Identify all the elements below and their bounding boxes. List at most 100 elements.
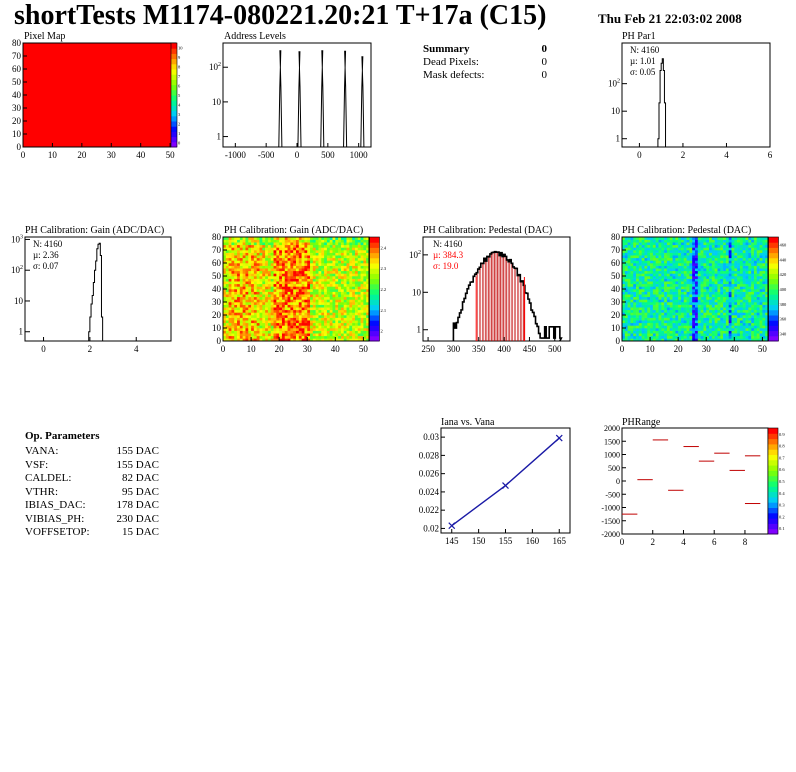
- heatmap-cell: [228, 317, 232, 321]
- heatmap-cell: [692, 278, 696, 282]
- heatmap-cell: [343, 299, 347, 303]
- palette-cell: [768, 283, 779, 290]
- heatmap-cell: [672, 338, 676, 342]
- heatmap-cell: [329, 333, 333, 337]
- heatmap-cell: [725, 276, 729, 279]
- heatmap-cell: [641, 294, 645, 298]
- heatmap-cell: [312, 244, 316, 248]
- heatmap-cell: [672, 252, 676, 256]
- heatmap-cell: [256, 289, 260, 292]
- heatmap-cell: [298, 265, 302, 269]
- heatmap-cell: [680, 294, 685, 298]
- heatmap-cell: [242, 299, 246, 303]
- heatmap-cell: [714, 263, 718, 266]
- heatmap-cell: [301, 255, 305, 259]
- heatmap-cell: [287, 265, 291, 269]
- heatmap-cell: [680, 304, 685, 308]
- heatmap-cell: [276, 273, 280, 277]
- heatmap-cell: [731, 325, 735, 329]
- heatmap-cell: [265, 307, 269, 311]
- heatmap-cell: [742, 257, 746, 261]
- heatmap-cell: [737, 296, 741, 300]
- heatmap-cell: [287, 317, 291, 321]
- heatmap-cell: [734, 309, 738, 313]
- heatmap-cell: [641, 247, 645, 251]
- heatmap-cell: [695, 302, 699, 305]
- heatmap-cell: [672, 315, 676, 318]
- heatmap-cell: [281, 257, 286, 261]
- heatmap-cell: [661, 304, 665, 308]
- heatmap-cell: [697, 281, 701, 285]
- heatmap-cell: [242, 270, 246, 274]
- heatmap-cell: [301, 299, 305, 303]
- heatmap-cell: [711, 333, 715, 337]
- heatmap-cell: [686, 330, 690, 334]
- heatmap-cell: [223, 304, 227, 308]
- heatmap-cell: [298, 307, 302, 311]
- heatmap-cell: [321, 338, 325, 342]
- heatmap-cell: [658, 276, 662, 279]
- heatmap-cell: [223, 338, 227, 342]
- heatmap-cell: [731, 273, 735, 277]
- heatmap-cell: [725, 250, 729, 253]
- heatmap-cell: [630, 302, 634, 305]
- heatmap-cell: [765, 302, 769, 305]
- heatmap-cell: [267, 302, 272, 305]
- heatmap-cell: [739, 302, 744, 305]
- heatmap-cell: [343, 333, 347, 337]
- heatmap-cell: [709, 307, 713, 311]
- heatmap-cell: [739, 268, 744, 272]
- heatmap-cell: [706, 296, 710, 300]
- heatmap-cell: [695, 325, 699, 329]
- palette-cell: [171, 136, 177, 143]
- heatmap-cell: [714, 289, 718, 292]
- heatmap-cell: [349, 302, 353, 305]
- heatmap-cell: [287, 307, 291, 311]
- heatmap-cell: [326, 294, 330, 298]
- heatmap-cell: [310, 322, 314, 326]
- heatmap-cell: [695, 237, 699, 240]
- heatmap-cell: [759, 291, 763, 295]
- heatmap-cell: [697, 273, 701, 277]
- heatmap-cell: [310, 299, 314, 303]
- heatmap-cell: [652, 299, 656, 303]
- heatmap-cell: [228, 283, 232, 287]
- heatmap-cell: [756, 317, 760, 321]
- heatmap-cell: [739, 299, 744, 303]
- heatmap-cell: [329, 268, 333, 272]
- heatmap-cell: [284, 281, 288, 285]
- palette-cell: [171, 69, 177, 75]
- heatmap-cell: [706, 322, 710, 326]
- heatmap-cell: [360, 273, 364, 277]
- heatmap-cell: [697, 333, 701, 337]
- heatmap-cell: [223, 317, 227, 321]
- heatmap-cell: [242, 325, 246, 329]
- heatmap-cell: [293, 278, 297, 282]
- heatmap-cell: [644, 286, 648, 290]
- heatmap-cell: [253, 278, 257, 282]
- heatmap-cell: [223, 244, 227, 248]
- heatmap-cell: [301, 265, 305, 269]
- heatmap-cell: [223, 312, 227, 316]
- heatmap-cell: [262, 250, 266, 253]
- heatmap-cell: [711, 283, 715, 287]
- palette-label: 0.7: [779, 455, 785, 460]
- heatmap-cell: [664, 270, 668, 274]
- heatmap-cell: [711, 315, 715, 318]
- heatmap-cell: [765, 335, 769, 339]
- heatmap-cell: [354, 255, 359, 259]
- heatmap-cell: [697, 265, 701, 269]
- heatmap-cell: [697, 283, 701, 287]
- heatmap-cell: [647, 265, 651, 269]
- heatmap-cell: [652, 257, 656, 261]
- heatmap-cell: [636, 270, 640, 274]
- heatmap-cell: [276, 335, 280, 339]
- heatmap-cell: [714, 325, 718, 329]
- heatmap-cell: [237, 260, 241, 264]
- heatmap-cell: [293, 260, 297, 264]
- heatmap-cell: [680, 309, 685, 313]
- heatmap-cell: [731, 281, 735, 285]
- heatmap-cell: [360, 263, 364, 266]
- heatmap-cell: [267, 338, 272, 342]
- heatmap-cell: [664, 268, 668, 272]
